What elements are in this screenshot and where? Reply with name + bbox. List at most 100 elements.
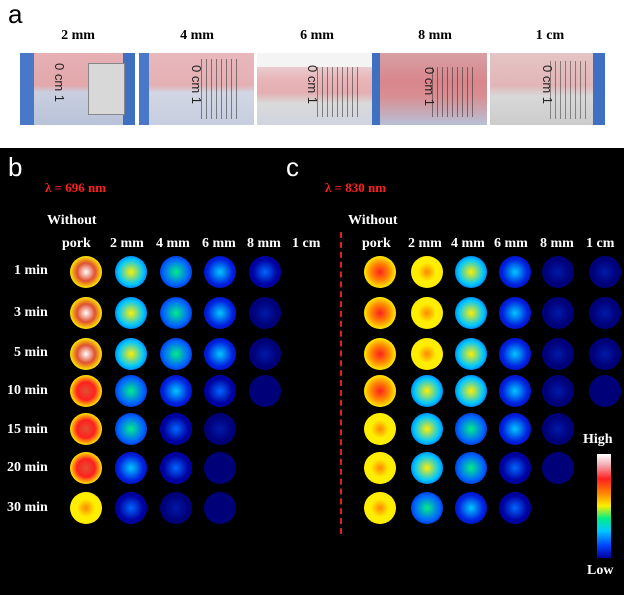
fluorescence-spot xyxy=(589,297,621,329)
panel-c-column-6mm: 6 mm xyxy=(494,236,528,251)
fluorescence-spot xyxy=(70,338,102,370)
fluorescence-spot xyxy=(542,413,574,445)
panel-c-column-pork: pork xyxy=(362,236,391,251)
fluorescence-spot xyxy=(499,413,531,445)
fluorescence-spot xyxy=(455,492,487,524)
photo-label-4mm: 4 mm xyxy=(180,28,214,43)
panel-b-letter: b xyxy=(8,152,23,182)
fluorescence-spot xyxy=(115,256,147,288)
panel-b-column-pork: pork xyxy=(62,236,91,251)
photo-label-8mm: 8 mm xyxy=(418,28,452,43)
fluorescence-spot xyxy=(455,413,487,445)
time-label-15min: 15 min xyxy=(7,422,48,437)
fluorescence-spot xyxy=(160,256,192,288)
photo-6mm: 0 cm 1 xyxy=(257,53,372,125)
fluorescence-spot xyxy=(160,413,192,445)
fluorescence-spot xyxy=(115,375,147,407)
time-label-3min: 3 min xyxy=(14,305,48,320)
panel-b-without-label: Without xyxy=(47,213,97,228)
fluorescence-spot xyxy=(411,297,443,329)
fluorescence-spot xyxy=(411,338,443,370)
fluorescence-spot xyxy=(204,375,236,407)
fluorescence-spot xyxy=(542,297,574,329)
ruler-text: 0 cm 1 xyxy=(305,64,321,105)
ruler-text: 0 cm 1 xyxy=(540,64,556,105)
fluorescence-spot xyxy=(411,256,443,288)
fluorescence-spot xyxy=(411,452,443,484)
photo-label-1cm: 1 cm xyxy=(535,28,565,43)
photo-4mm: 0 cm 1 xyxy=(139,53,254,125)
fluorescence-spot xyxy=(249,375,281,407)
fluorescence-spot xyxy=(160,375,192,407)
fluorescence-spot xyxy=(542,375,574,407)
fluorescence-spot xyxy=(589,256,621,288)
fluorescence-spot xyxy=(542,338,574,370)
fluorescence-spot xyxy=(411,375,443,407)
fluorescence-spot xyxy=(364,492,396,524)
fluorescence-spot xyxy=(115,338,147,370)
fluorescence-spot xyxy=(364,452,396,484)
ruler-text: 0 cm 1 xyxy=(189,64,205,105)
fluorescence-spot xyxy=(115,297,147,329)
panel-c-column-1cm: 1 cm xyxy=(586,236,615,251)
fluorescence-spot xyxy=(455,297,487,329)
fluorescence-spot xyxy=(542,452,574,484)
fluorescence-spot xyxy=(160,492,192,524)
fluorescence-spot xyxy=(499,452,531,484)
fluorescence-spot xyxy=(160,297,192,329)
ruler-text: 0 cm 1 xyxy=(52,62,68,103)
fluorescence-spot xyxy=(455,452,487,484)
fluorescence-spot xyxy=(455,375,487,407)
fluorescence-spot xyxy=(70,413,102,445)
fluorescence-spot xyxy=(70,492,102,524)
legend-high-label: High xyxy=(583,432,613,447)
photo-label-6mm: 6 mm xyxy=(300,28,334,43)
fluorescence-spot xyxy=(364,375,396,407)
panel-c-column-2mm: 2 mm xyxy=(408,236,442,251)
fluorescence-spot xyxy=(249,256,281,288)
fluorescence-spot xyxy=(499,492,531,524)
legend-low-label: Low xyxy=(587,563,614,578)
fluorescence-spot xyxy=(204,492,236,524)
ruler-text: 0 cm 1 xyxy=(422,66,438,107)
photo-8mm: 0 cm 1 xyxy=(372,53,487,125)
time-label-30min: 30 min xyxy=(7,500,48,515)
fluorescence-spot xyxy=(249,297,281,329)
panel-b-column-2mm: 2 mm xyxy=(110,236,144,251)
fluorescence-spot xyxy=(115,413,147,445)
panel-c-without-label: Without xyxy=(348,213,398,228)
fluorescence-spot xyxy=(411,492,443,524)
fluorescence-spot xyxy=(249,338,281,370)
panel-a-letter: a xyxy=(8,0,23,29)
fluorescence-spot xyxy=(364,413,396,445)
fluorescence-spot xyxy=(204,297,236,329)
fluorescence-spot xyxy=(589,375,621,407)
time-label-5min: 5 min xyxy=(14,345,48,360)
fluorescence-spot xyxy=(204,256,236,288)
photo-2mm: 0 cm 1 xyxy=(20,53,135,125)
fluorescence-spot xyxy=(364,256,396,288)
fluorescence-spot xyxy=(499,297,531,329)
photo-1cm: 0 cm 1 xyxy=(490,53,605,125)
fluorescence-spot xyxy=(70,452,102,484)
fluorescence-spot xyxy=(204,338,236,370)
panel-b-column-8mm: 8 mm xyxy=(247,236,281,251)
fluorescence-spot xyxy=(70,297,102,329)
panel-c-letter: c xyxy=(286,152,299,182)
time-label-1min: 1 min xyxy=(14,263,48,278)
panel-divider xyxy=(340,232,342,534)
fluorescence-spot xyxy=(411,413,443,445)
photo-label-2mm: 2 mm xyxy=(61,28,95,43)
fluorescence-spot xyxy=(160,338,192,370)
fluorescence-spot xyxy=(499,338,531,370)
fluorescence-spot xyxy=(455,256,487,288)
panel-b-column-1cm: 1 cm xyxy=(292,236,321,251)
intensity-color-bar xyxy=(597,454,611,558)
fluorescence-spot xyxy=(499,256,531,288)
fluorescence-spot xyxy=(499,375,531,407)
fluorescence-spot xyxy=(70,375,102,407)
time-label-10min: 10 min xyxy=(7,383,48,398)
panel-c-wavelength: λ = 830 nm xyxy=(325,180,387,195)
fluorescence-spot xyxy=(160,452,192,484)
fluorescence-spot xyxy=(115,492,147,524)
